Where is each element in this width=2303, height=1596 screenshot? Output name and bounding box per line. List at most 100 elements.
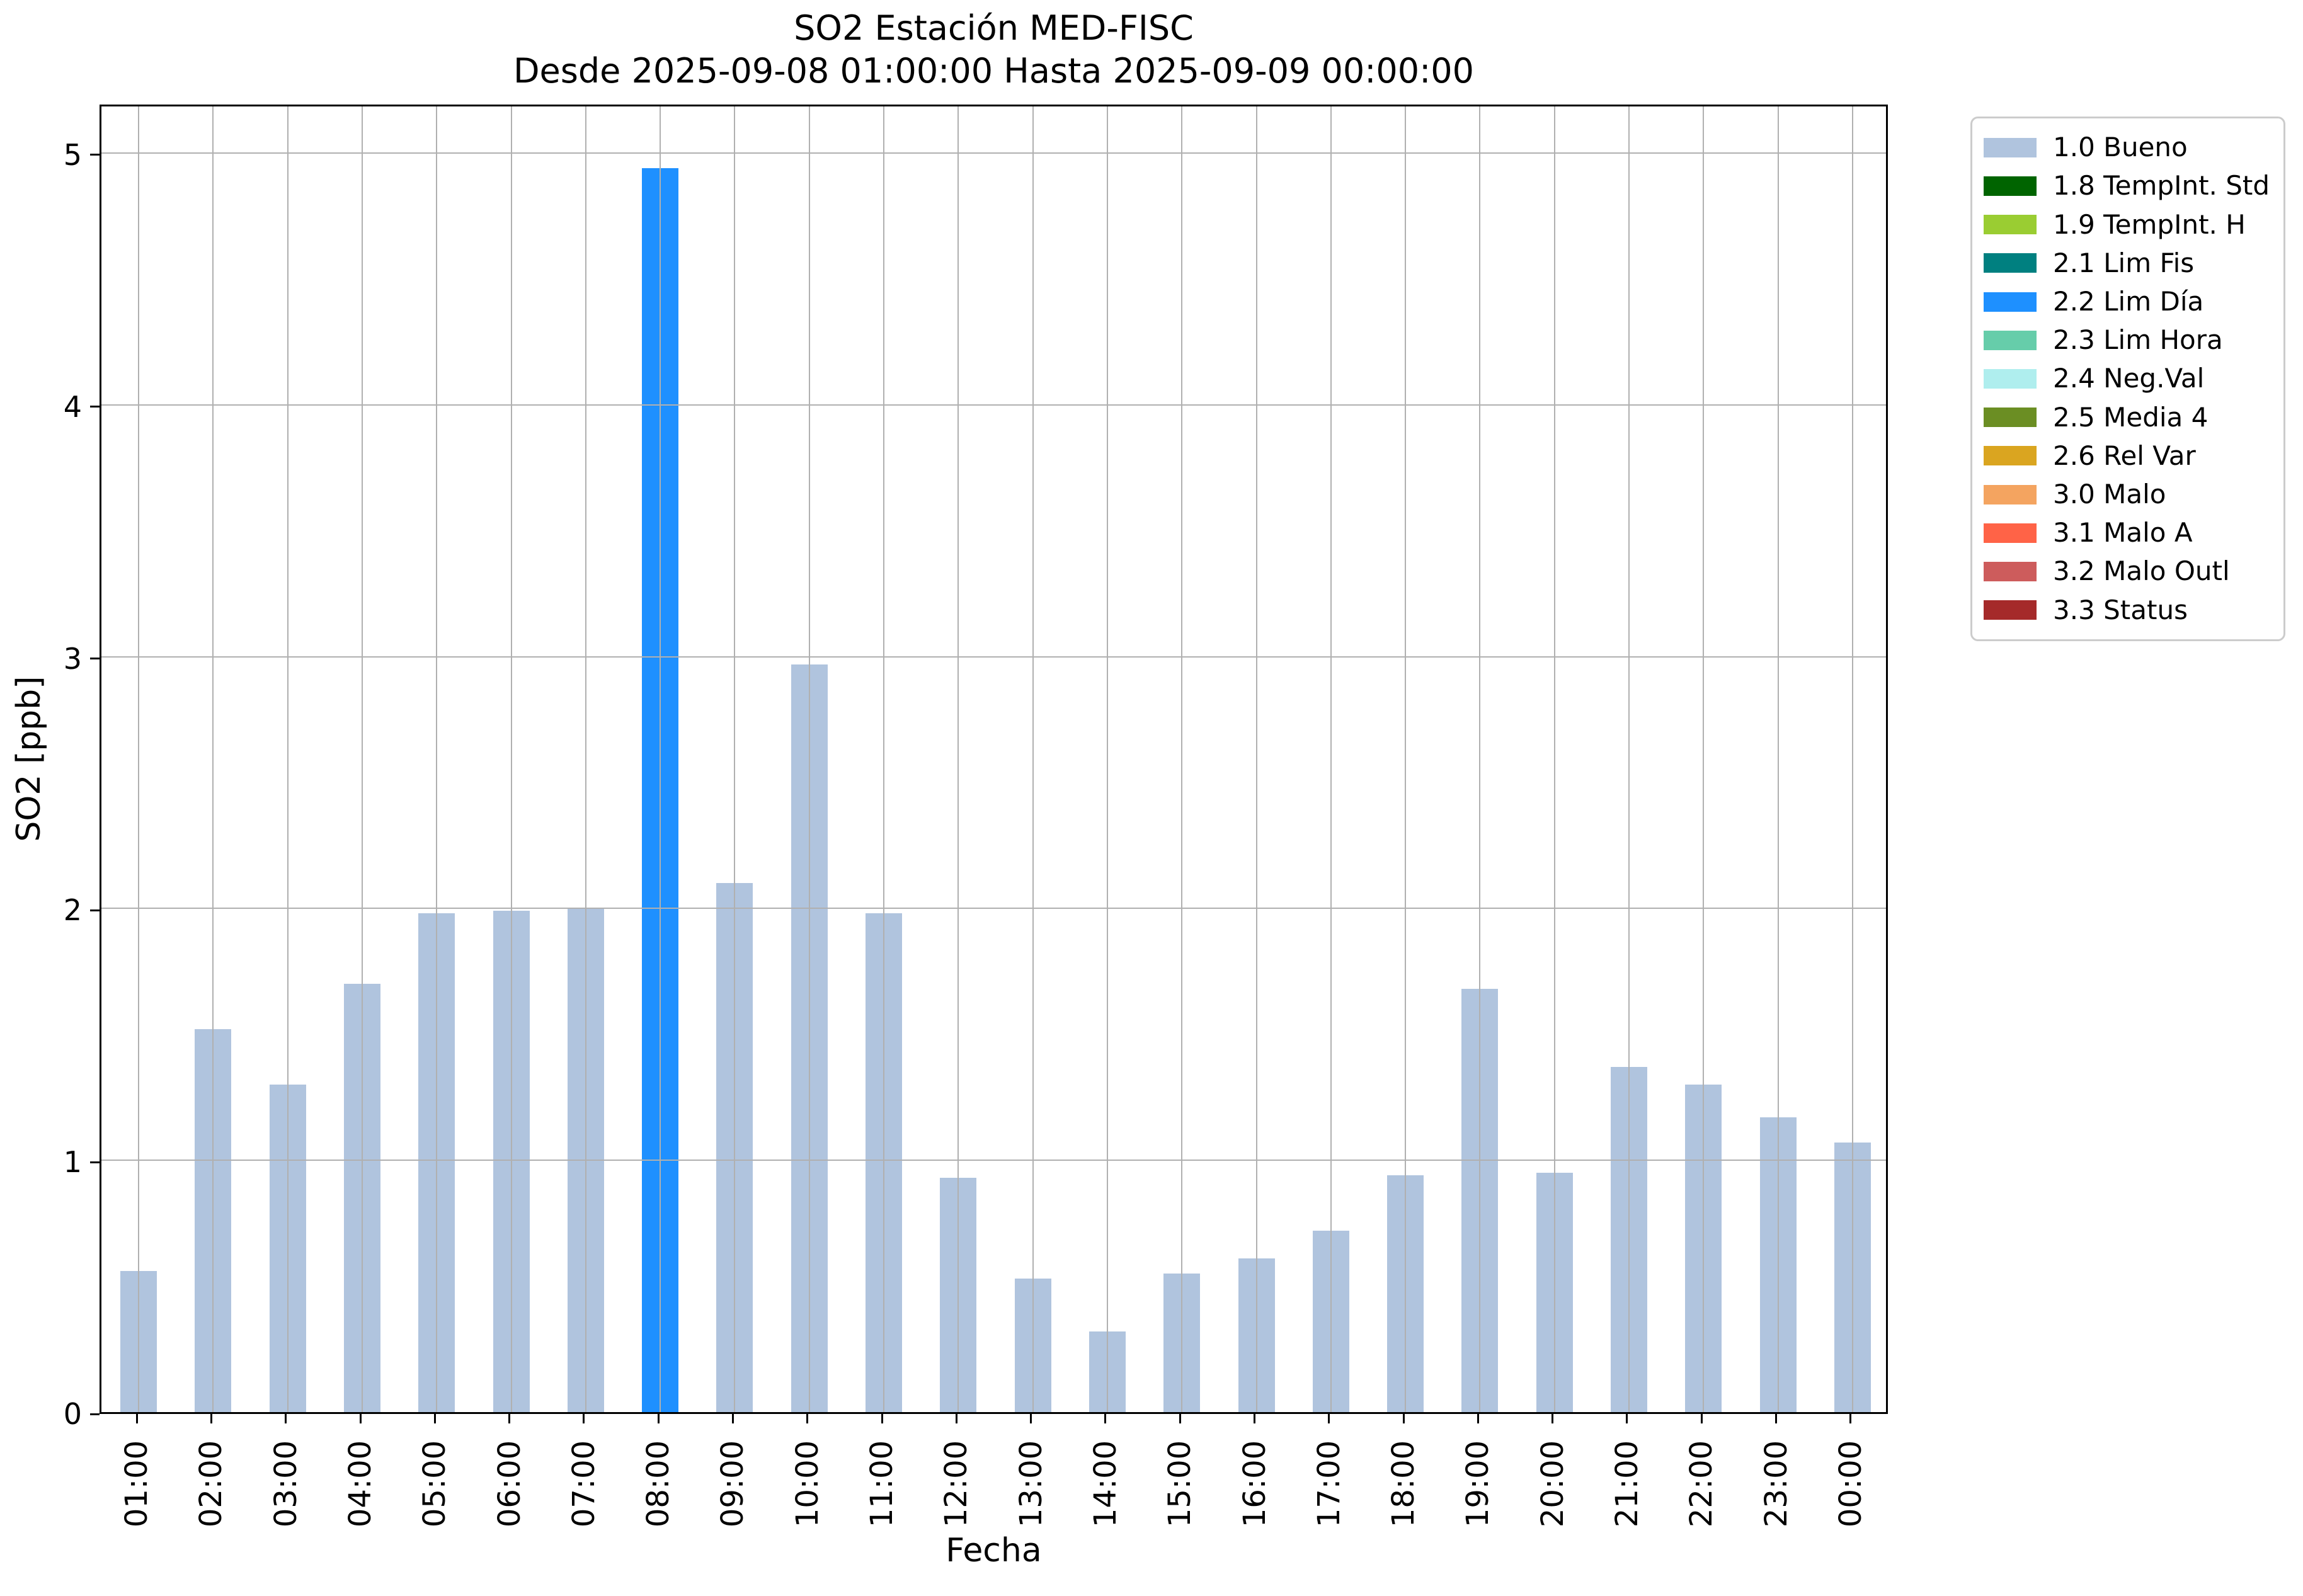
x-tick-label-23:00: 23:00	[1758, 1440, 1794, 1528]
x-tick-label-02:00: 02:00	[193, 1440, 229, 1528]
x-tick-label-11:00: 11:00	[864, 1440, 900, 1528]
x-tick-label-05:00: 05:00	[417, 1440, 453, 1528]
x-tick-18:00	[1402, 1414, 1405, 1423]
legend-item-1.0 Bueno: 1.0 Bueno	[1984, 133, 2278, 162]
v-gridline-00:00	[1851, 106, 1853, 1412]
legend-item-3.1 Malo A: 3.1 Malo A	[1984, 518, 2278, 547]
legend-item-3.3 Status: 3.3 Status	[1984, 594, 2278, 625]
x-tick-09:00	[731, 1414, 734, 1423]
y-tick-label-2: 2	[63, 893, 82, 928]
v-gridline-01:00	[138, 106, 140, 1412]
legend-swatch-icon	[1984, 137, 2037, 157]
x-tick-01:00	[135, 1414, 138, 1423]
x-tick-22:00	[1700, 1414, 1703, 1423]
legend-swatch-icon	[1984, 561, 2037, 581]
y-tick-3	[90, 658, 100, 660]
x-tick-label-13:00: 13:00	[1013, 1440, 1049, 1528]
v-gridline-21:00	[1628, 106, 1630, 1412]
h-gridline-5	[101, 152, 1886, 154]
x-tick-20:00	[1552, 1414, 1554, 1423]
x-tick-07:00	[583, 1414, 585, 1423]
v-gridline-09:00	[734, 106, 736, 1412]
legend-item-2.1 Lim Fis: 2.1 Lim Fis	[1984, 248, 2278, 278]
legend-swatch-icon	[1984, 600, 2037, 620]
v-gridline-05:00	[436, 106, 438, 1412]
legend-swatch-icon	[1984, 253, 2037, 273]
x-tick-16:00	[1254, 1414, 1256, 1423]
legend-item-2.6 Rel Var: 2.6 Rel Var	[1984, 441, 2278, 470]
legend-label: 3.1 Malo A	[2053, 517, 2193, 549]
h-gridline-3	[101, 656, 1886, 658]
y-tick-0	[90, 1413, 100, 1415]
v-gridline-13:00	[1032, 106, 1034, 1412]
x-tick-05:00	[433, 1414, 436, 1423]
v-gridline-08:00	[660, 106, 661, 1412]
legend-swatch-icon	[1984, 446, 2037, 466]
legend-label: 2.3 Lim Hora	[2053, 324, 2223, 356]
x-tick-label-10:00: 10:00	[789, 1440, 825, 1528]
legend-swatch-icon	[1984, 292, 2037, 312]
legend-swatch-icon	[1984, 215, 2037, 235]
legend-label: 2.2 Lim Día	[2053, 286, 2204, 317]
v-gridline-10:00	[808, 106, 810, 1412]
x-tick-label-16:00: 16:00	[1237, 1440, 1272, 1528]
y-tick-4	[90, 406, 100, 408]
legend-item-2.5 Media 4: 2.5 Media 4	[1984, 401, 2278, 433]
legend-label: 2.4 Neg.Val	[2053, 363, 2205, 394]
y-tick-label-3: 3	[63, 641, 82, 676]
v-gridline-14:00	[1106, 106, 1108, 1412]
x-tick-15:00	[1179, 1414, 1181, 1423]
legend: 1.0 Bueno 1.8 TempInt. Std 1.9 TempInt. H 2…	[1970, 117, 2285, 641]
v-gridline-22:00	[1703, 106, 1705, 1412]
v-gridline-04:00	[362, 106, 363, 1412]
legend-item-1.8 TempInt. Std: 1.8 TempInt. Std	[1984, 171, 2278, 200]
x-tick-10:00	[806, 1414, 809, 1423]
y-tick-2	[90, 909, 100, 911]
x-tick-11:00	[881, 1414, 883, 1423]
x-tick-label-07:00: 07:00	[566, 1440, 602, 1528]
x-tick-03:00	[285, 1414, 287, 1423]
y-tick-label-0: 0	[63, 1397, 82, 1431]
v-gridline-18:00	[1405, 106, 1407, 1412]
x-tick-label-03:00: 03:00	[268, 1440, 304, 1528]
legend-item-1.9 TempInt. H: 1.9 TempInt. H	[1984, 210, 2278, 239]
legend-swatch-icon	[1984, 408, 2037, 428]
x-tick-00:00	[1849, 1414, 1852, 1423]
x-tick-label-06:00: 06:00	[491, 1440, 527, 1528]
x-axis-label: Fecha	[946, 1532, 1042, 1570]
x-tick-17:00	[1328, 1414, 1330, 1423]
legend-label: 3.3 Status	[2053, 594, 2188, 625]
y-axis-label: SO2 [ppb]	[10, 676, 48, 842]
y-tick-1	[90, 1161, 100, 1163]
x-tick-label-00:00: 00:00	[1832, 1440, 1868, 1528]
legend-swatch-icon	[1984, 368, 2037, 389]
legend-item-2.3 Lim Hora: 2.3 Lim Hora	[1984, 326, 2278, 355]
x-tick-label-08:00: 08:00	[641, 1440, 677, 1528]
x-tick-12:00	[955, 1414, 957, 1423]
x-tick-label-22:00: 22:00	[1684, 1440, 1720, 1528]
x-tick-label-18:00: 18:00	[1386, 1440, 1422, 1528]
legend-swatch-icon	[1984, 484, 2037, 504]
legend-label: 1.8 TempInt. Std	[2053, 170, 2270, 202]
x-tick-21:00	[1626, 1414, 1628, 1423]
x-tick-label-04:00: 04:00	[343, 1440, 379, 1528]
h-gridline-2	[101, 908, 1886, 909]
legend-label: 2.5 Media 4	[2053, 401, 2209, 433]
chart-title: SO2 Estación MED-FISC	[794, 8, 1194, 48]
x-tick-04:00	[359, 1414, 362, 1423]
x-tick-label-14:00: 14:00	[1087, 1440, 1123, 1528]
y-tick-label-4: 4	[63, 389, 82, 424]
x-tick-14:00	[1104, 1414, 1107, 1423]
legend-item-3.2 Malo Outl: 3.2 Malo Outl	[1984, 557, 2278, 586]
x-tick-label-17:00: 17:00	[1311, 1440, 1347, 1528]
x-tick-label-15:00: 15:00	[1162, 1440, 1198, 1528]
legend-label: 1.0 Bueno	[2053, 132, 2188, 163]
y-tick-label-5: 5	[63, 137, 82, 172]
v-gridline-03:00	[287, 106, 289, 1412]
x-tick-label-21:00: 21:00	[1609, 1440, 1645, 1528]
v-gridline-12:00	[957, 106, 959, 1412]
legend-label: 3.0 Malo	[2053, 479, 2166, 510]
v-gridline-23:00	[1777, 106, 1779, 1412]
h-gridline-4	[101, 404, 1886, 406]
x-tick-19:00	[1477, 1414, 1479, 1423]
